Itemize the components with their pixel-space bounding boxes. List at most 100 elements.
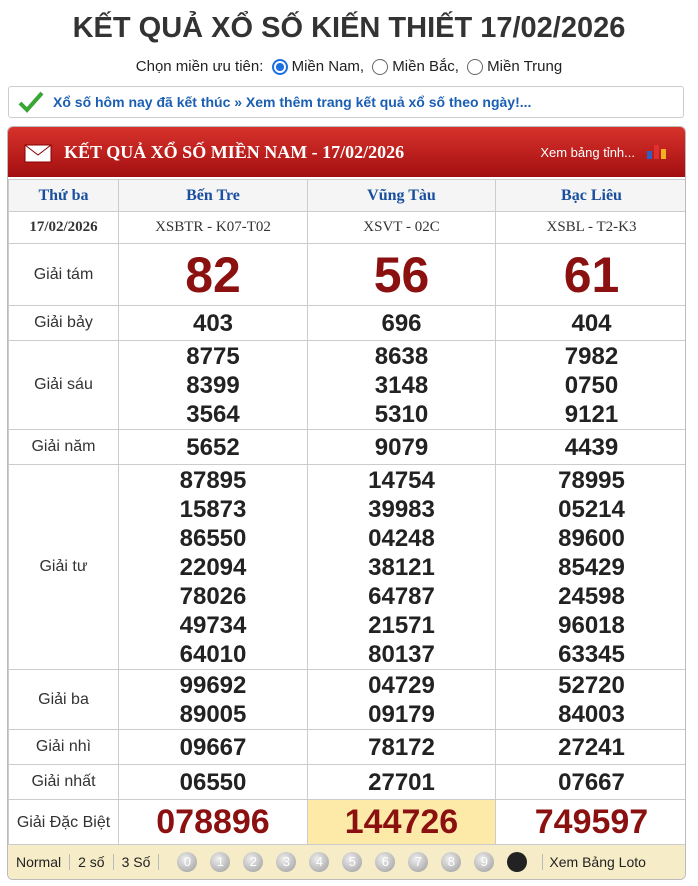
- prize-label: Giải sáu: [8, 340, 119, 430]
- digit-button[interactable]: 6: [375, 852, 396, 872]
- radio[interactable]: [372, 59, 389, 76]
- prize-number: 64787: [368, 582, 435, 610]
- prize-cell: 27701: [307, 764, 496, 800]
- prize-cell: 78995 05214 89600 85429 24598 96018 63345: [495, 464, 685, 670]
- prize-number: 15873: [179, 495, 247, 523]
- prize-cell: 144726: [307, 799, 496, 846]
- digit-button[interactable]: 4: [309, 852, 330, 872]
- prize-label: Giải nhất: [8, 764, 119, 800]
- radio[interactable]: [271, 59, 288, 76]
- prize-number: 09667: [179, 733, 247, 761]
- prize-number: 39983: [368, 495, 435, 523]
- prize-label: Giải ba: [8, 669, 119, 730]
- prize-number: 64010: [179, 640, 247, 668]
- digit-button[interactable]: 8: [441, 852, 462, 872]
- ticket-code: XSBL - T2-K3: [495, 211, 685, 244]
- digit-button[interactable]: 3: [276, 852, 297, 872]
- result-table: Thứ ba Bến Tre Vũng Tàu Bạc Liêu 17/02/2026 X…: [8, 179, 685, 846]
- prize-cell: 078896: [118, 799, 308, 846]
- prize-cell: 78172: [307, 729, 496, 765]
- prize-number: 27701: [368, 768, 435, 796]
- prize-cell: 61: [495, 243, 685, 306]
- prize-label: Giải năm: [8, 429, 119, 465]
- prize-row: Giải sáu 8775 8399 3564 8638 3148 5310 7982 0750…: [8, 340, 685, 430]
- prize-label: Giải tư: [8, 464, 119, 670]
- prize-row: Giải ba 99692 89005 04729 09179 52720 84003: [8, 669, 685, 730]
- prize-number: 52720: [558, 671, 625, 699]
- prize-number: 49734: [179, 611, 247, 639]
- prize-number: 89600: [558, 524, 625, 552]
- prize-cell: 04729 09179: [307, 669, 496, 730]
- chart-icon: [647, 145, 666, 159]
- prize-label: Giải tám: [8, 243, 119, 306]
- region-option[interactable]: Miền Trung: [487, 58, 563, 75]
- prize-cell: 8638 3148 5310: [307, 340, 496, 430]
- prize-cell: 27241: [495, 729, 685, 765]
- prize-number: 89005: [179, 700, 247, 728]
- prize-cell: 9079: [307, 429, 496, 465]
- prize-row: Giải Đặc Biệt 078896 144726 749597: [8, 799, 685, 846]
- prize-number: 9079: [374, 433, 429, 461]
- region-option[interactable]: Miền Nam,: [291, 58, 365, 75]
- radio[interactable]: [467, 59, 484, 76]
- result-title: KẾT QUẢ XỔ SỐ MIỀN NAM - 17/02/2026: [64, 142, 405, 162]
- prize-cell: 09667: [118, 729, 308, 765]
- header-row: Thứ ba Bến Tre Vũng Tàu Bạc Liêu: [8, 179, 685, 212]
- prize-number: 78026: [179, 582, 247, 610]
- digit-button[interactable]: 2: [243, 852, 264, 872]
- prize-number: 56: [373, 246, 430, 303]
- province-name[interactable]: Bạc Liêu: [495, 179, 685, 212]
- province-name[interactable]: Bến Tre: [118, 179, 308, 212]
- prize-number: 99692: [179, 671, 247, 699]
- prize-number: 749597: [534, 803, 649, 841]
- prize-number: 403: [192, 309, 234, 337]
- mode-button[interactable]: 2 số: [70, 854, 114, 870]
- prize-cell: 749597: [495, 799, 685, 846]
- prize-number: 9121: [564, 400, 619, 428]
- prize-number: 14754: [368, 466, 435, 494]
- prize-number: 8638: [374, 342, 429, 370]
- notice-bar[interactable]: Xổ số hôm nay đã kết thúc » Xem thêm tra…: [8, 86, 684, 118]
- draw-date: 17/02/2026: [8, 211, 119, 244]
- province-name[interactable]: Vũng Tàu: [307, 179, 496, 212]
- check-icon: [18, 91, 44, 113]
- prize-cell: 56: [307, 243, 496, 306]
- notice-text[interactable]: Xổ số hôm nay đã kết thúc » Xem thêm tra…: [53, 94, 532, 110]
- digit-button[interactable]: 1: [210, 852, 231, 872]
- prize-number: 04248: [368, 524, 435, 552]
- ticket-code: XSBTR - K07-T02: [118, 211, 308, 244]
- prize-number: 0750: [564, 371, 619, 399]
- loto-link[interactable]: Xem Bảng Loto: [542, 854, 646, 870]
- yin-yang-icon[interactable]: [507, 852, 528, 872]
- mode-button[interactable]: 3 Số: [114, 854, 160, 870]
- prize-cell: 14754 39983 04248 38121 64787 21571 80137: [307, 464, 496, 670]
- digit-button[interactable]: 7: [408, 852, 429, 872]
- prize-row: Giải nhì 09667 78172 27241: [8, 729, 685, 765]
- province-link[interactable]: Xem bảng tỉnh...: [540, 145, 635, 160]
- date-row: 17/02/2026 XSBTR - K07-T02 XSVT - 02C XSBL …: [8, 211, 685, 244]
- prize-number: 404: [571, 309, 612, 337]
- result-header: KẾT QUẢ XỔ SỐ MIỀN NAM - 17/02/2026 Xem …: [8, 127, 685, 177]
- prize-label: Giải nhì: [8, 729, 119, 765]
- prize-row: Giải năm 5652 9079 4439: [8, 429, 685, 465]
- prize-number: 78995: [558, 466, 625, 494]
- prize-cell: 404: [495, 305, 685, 341]
- prize-cell: 7982 0750 9121: [495, 340, 685, 430]
- weekday: Thứ ba: [8, 179, 119, 212]
- prize-number: 7982: [564, 342, 619, 370]
- prize-number: 3148: [374, 371, 429, 399]
- digit-button[interactable]: 5: [342, 852, 363, 872]
- mode-button[interactable]: Normal: [8, 854, 71, 870]
- digit-button[interactable]: 0: [177, 852, 198, 872]
- prize-row: Giải tư 87895 15873 86550 22094 78026 49734 640…: [8, 464, 685, 670]
- prize-number: 8399: [186, 371, 240, 399]
- prize-number: 4439: [564, 433, 619, 461]
- loto-toolbar: Normal 2 số 3 Số 0 1 2 3 4 5 6 7 8 9 Xem Bảng Loto: [8, 844, 685, 879]
- digit-button[interactable]: 9: [474, 852, 495, 872]
- prize-number: 06550: [179, 768, 247, 796]
- prize-cell: 8775 8399 3564: [118, 340, 308, 430]
- prize-number: 82: [185, 246, 241, 303]
- prize-number: 5652: [186, 433, 240, 461]
- region-option[interactable]: Miền Bắc,: [392, 58, 459, 75]
